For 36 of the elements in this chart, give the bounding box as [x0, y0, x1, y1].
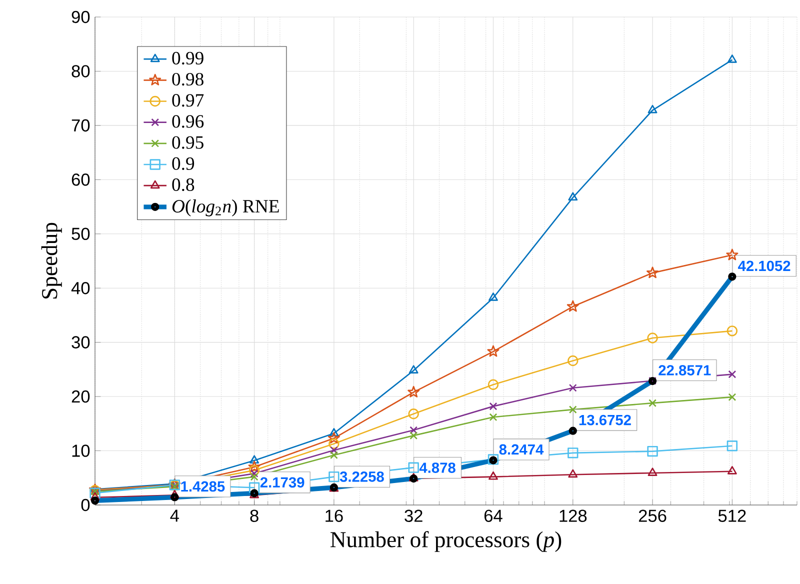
legend-label: 0.99: [172, 52, 204, 65]
x-tick-label: 8: [250, 510, 258, 522]
x-tick-label: 32: [404, 510, 422, 522]
legend-label: 0.97: [172, 94, 204, 107]
data-label: 42.1052: [738, 260, 790, 272]
data-label: 1.4285: [181, 481, 225, 492]
data-label: 22.8571: [658, 365, 711, 376]
legend-label: 0.98: [172, 72, 204, 86]
x-axis-title: Number of processors (p): [330, 531, 562, 552]
y-tick-label: 60: [72, 174, 90, 186]
data-label: 3.2258: [340, 472, 384, 482]
y-tick-label: 70: [72, 119, 90, 132]
y-axis-title: Speedup: [41, 222, 62, 298]
x-tick-label: 4: [170, 510, 179, 522]
y-tick-label: 50: [72, 228, 90, 240]
x-tick-label: 128: [560, 510, 587, 522]
x-tick-label: 512: [718, 510, 746, 522]
x-tick-label: 256: [638, 510, 666, 522]
legend-label: 0.95: [172, 136, 204, 149]
y-tick-label: 20: [72, 390, 90, 403]
y-tick-label: 40: [71, 282, 90, 294]
y-tick-label: 30: [72, 336, 90, 348]
y-tick-label: 90: [72, 10, 90, 24]
x-tick-label: 16: [326, 510, 343, 522]
legend-label: 0.9: [172, 157, 194, 170]
data-label: 2.1739: [260, 477, 304, 488]
y-tick-label: 0: [81, 498, 90, 512]
y-tick-label: 80: [72, 65, 90, 78]
y-tick-label: 10: [72, 444, 90, 457]
legend-label: O(log$_{2}$n) RNE: [172, 199, 279, 216]
data-label: 13.6752: [579, 414, 631, 426]
legend-label: 0.8: [172, 178, 194, 192]
x-tick-label: 64: [484, 510, 502, 522]
legend-label: 0.96: [172, 115, 204, 128]
data-label: 8.2474: [499, 444, 544, 455]
data-label: 4.878: [419, 462, 456, 473]
